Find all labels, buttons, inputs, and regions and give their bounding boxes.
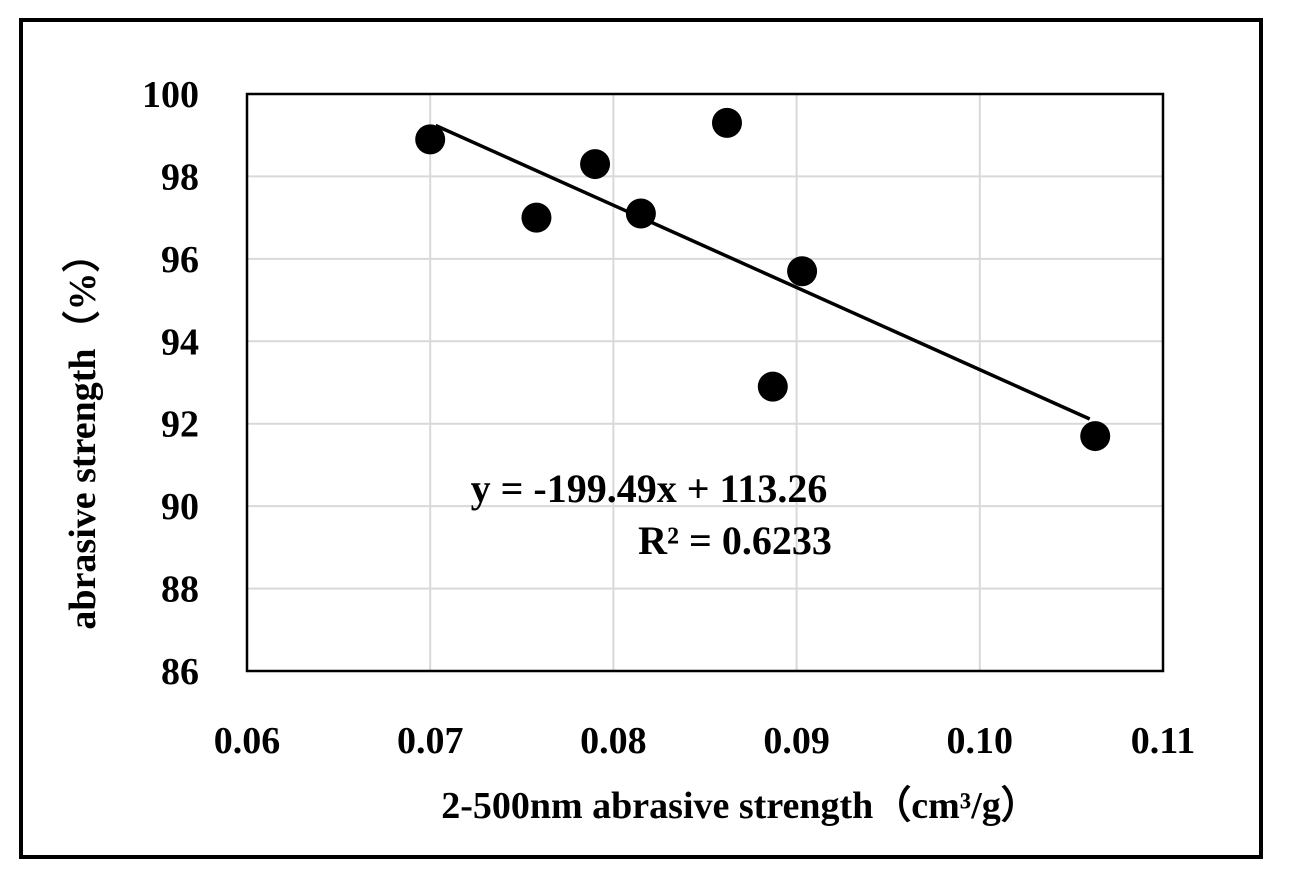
grid — [247, 94, 1163, 671]
data-point — [521, 202, 552, 233]
data-point — [787, 256, 818, 287]
data-point — [580, 149, 611, 180]
x-tick-label: 0.11 — [1131, 720, 1195, 762]
data-points — [415, 107, 1111, 452]
y-tick-label: 100 — [142, 74, 199, 116]
trendline-equation: y = -199.49x + 113.26 — [471, 466, 828, 511]
data-point — [711, 107, 742, 138]
y-tick-labels: 86 88 90 92 94 96 98 100 — [142, 74, 199, 693]
data-point — [757, 371, 788, 402]
x-axis-title: 2-500nm abrasive strength（cm³/g） — [441, 785, 1039, 827]
x-tick-label: 0.06 — [214, 720, 281, 762]
y-axis-title: abrasive strength（%） — [62, 234, 104, 629]
trendline — [434, 123, 1091, 421]
r-squared-label: R² = 0.6233 — [638, 518, 832, 563]
y-tick-label: 96 — [161, 239, 199, 281]
y-tick-label: 94 — [161, 321, 199, 363]
x-tick-label: 0.08 — [580, 720, 647, 762]
x-tick-label: 0.09 — [763, 720, 830, 762]
data-point — [415, 124, 446, 155]
data-point — [1080, 421, 1111, 452]
chart-figure: 86 88 90 92 94 96 98 100 0.06 0.07 0.08 0.09 0.10 0.… — [19, 18, 1263, 859]
plot-area-border — [245, 92, 1165, 673]
x-tick-label: 0.07 — [397, 720, 464, 762]
y-tick-label: 98 — [161, 156, 199, 198]
y-tick-label: 92 — [161, 404, 199, 446]
data-point — [625, 198, 656, 229]
trendline-layer — [434, 123, 1091, 421]
x-tick-label: 0.10 — [947, 720, 1014, 762]
y-tick-label: 90 — [161, 486, 199, 528]
y-tick-label: 86 — [161, 651, 199, 693]
y-tick-label: 88 — [161, 569, 199, 611]
x-tick-labels: 0.06 0.07 0.08 0.09 0.10 0.11 — [214, 720, 1195, 762]
